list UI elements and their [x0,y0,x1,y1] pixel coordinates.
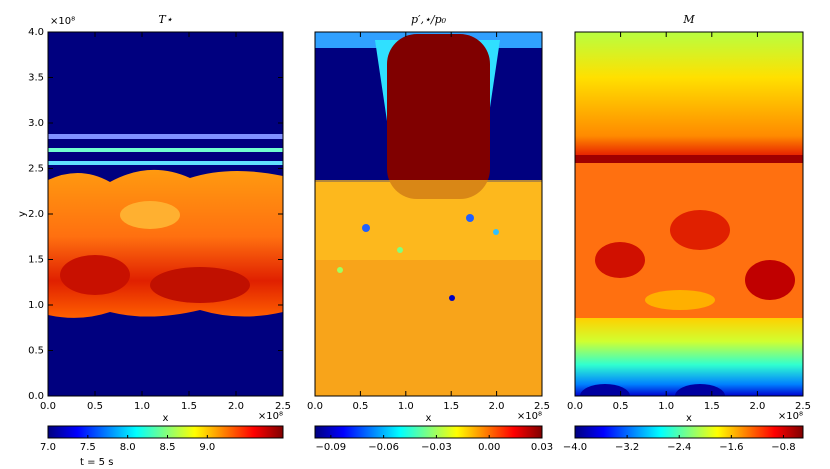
y-tick-label: 2.0 [28,209,44,220]
panel-title: p′,⋆/p₀ [411,13,447,26]
x-tick-label: 1.0 [134,401,150,412]
colorbar-tick-label: 7.5 [80,442,96,453]
colorbar-tick-label: −1.6 [719,442,743,453]
x-tick-label: 1.0 [398,401,414,412]
x-tick-label: 0.0 [40,401,56,412]
colorbar-tick-label: −4.0 [563,442,587,453]
x-tick-label: 2.0 [228,401,244,412]
colorbar-tick-label: −3.2 [615,442,639,453]
colorbar-frame [574,425,804,439]
colorbar-tick-label: −0.06 [368,442,399,453]
x-tick-label: 1.5 [704,401,720,412]
colorbar-tick-label: 0.03 [531,442,553,453]
field-pressure [315,32,542,396]
colorbar [48,426,283,438]
x-tick-label: 0.0 [307,401,323,412]
colorbar-tick-label: −0.8 [771,442,795,453]
x-tick-label: 2.0 [749,401,765,412]
y-tick-label: 0.0 [28,391,44,402]
colorbar-tick-label: 0.00 [478,442,500,453]
x-tick-label: 0.5 [352,401,368,412]
x-tick-label: 2.5 [275,401,291,412]
colorbar-tick-label: 9.0 [199,442,215,453]
colorbar-tick-label: −2.4 [667,442,691,453]
y-tick-label: 1.5 [28,255,44,266]
x-tick-label: 2.5 [795,401,811,412]
x-tick-label: 0.5 [613,401,629,412]
colorbar-tick-label: 7.0 [40,442,56,453]
x-axis-label: x [163,413,169,424]
x-tick-label: 2.0 [489,401,505,412]
x-offset: ×10⁸ [778,411,803,422]
colorbar-tick-label: −0.03 [421,442,452,453]
colorbar-tick-label: −0.09 [316,442,347,453]
y-tick-label: 3.0 [28,118,44,129]
panel-title: T⋆ [158,13,172,26]
colorbar-tick-label: 8.5 [160,442,176,453]
y-tick-label: 4.0 [28,27,44,38]
y-offset: ×10⁸ [50,16,75,27]
axes-frame [314,31,543,397]
field-mach [575,32,803,396]
x-tick-label: 1.5 [443,401,459,412]
x-tick-label: 1.5 [181,401,197,412]
y-tick-label: 0.5 [28,346,44,357]
x-axis-label: x [426,413,432,424]
y-tick-label: 1.0 [28,300,44,311]
x-tick-label: 0.0 [567,401,583,412]
x-axis-label: x [686,413,692,424]
axes-frame [574,31,804,397]
panel-title: M [682,13,695,26]
y-tick-label: 3.5 [28,73,44,84]
y-axis-label: y [17,211,28,217]
colorbar [315,426,542,438]
annotation: t = 5 s [80,457,113,468]
y-tick-label: 2.5 [28,164,44,175]
x-tick-label: 2.5 [534,401,550,412]
x-offset: ×10⁸ [258,411,283,422]
x-tick-label: 1.0 [658,401,674,412]
field-temperature [48,32,283,396]
colorbar-frame [47,425,284,439]
colorbar-tick-label: 8.0 [120,442,136,453]
colorbar-frame [314,425,543,439]
x-offset: ×10⁸ [517,411,542,422]
x-tick-label: 0.5 [87,401,103,412]
colorbar [575,426,803,438]
